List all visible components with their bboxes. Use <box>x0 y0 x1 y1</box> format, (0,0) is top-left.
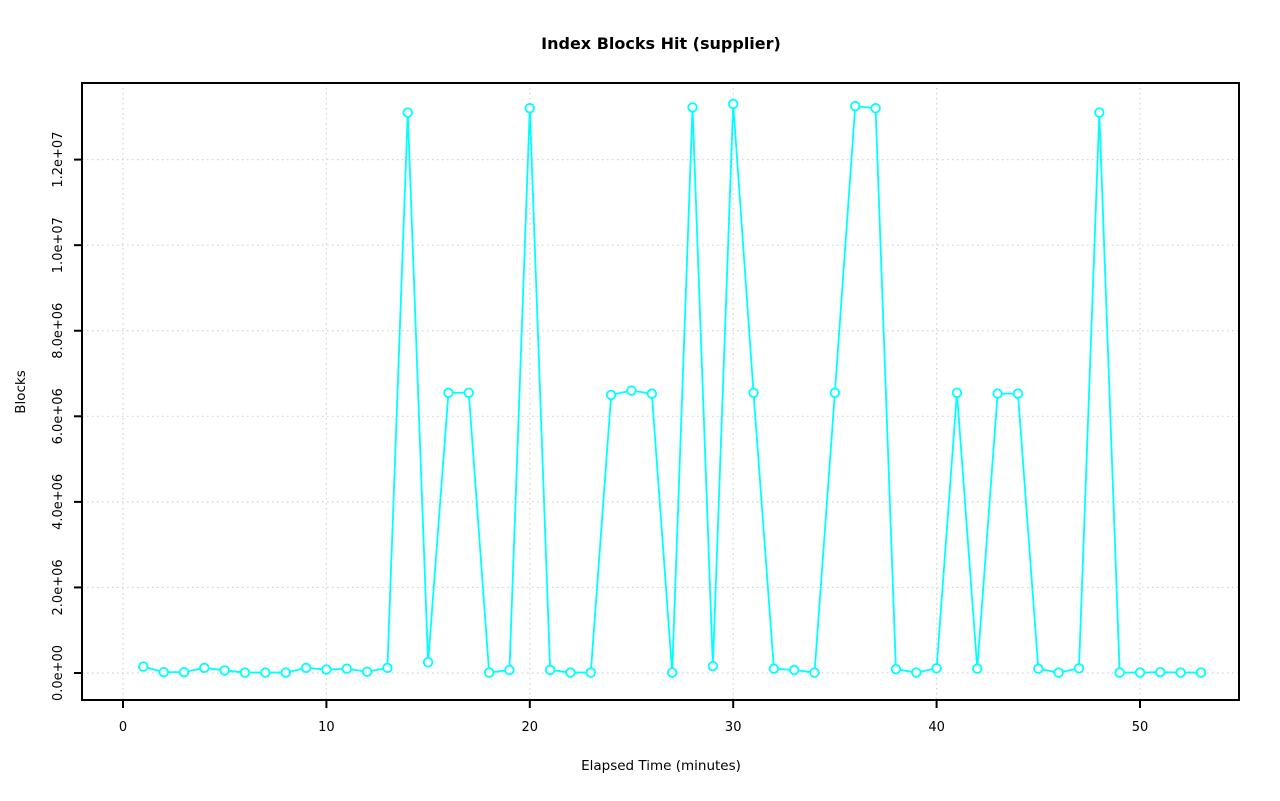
data-point <box>728 98 739 110</box>
data-point <box>483 667 495 678</box>
data-point <box>524 103 536 114</box>
data-point <box>443 387 454 398</box>
data-point <box>199 662 210 674</box>
data-point <box>341 663 352 674</box>
y-tick-label: 2.0e+06 <box>51 559 66 615</box>
data-point <box>972 663 983 674</box>
x-tick-label: 10 <box>318 720 335 735</box>
y-tick-label: 0.0e+00 <box>51 645 66 701</box>
data-point <box>158 666 169 678</box>
chart-title: Index Blocks Hit (supplier) <box>541 34 781 53</box>
axis-tick-labels: 0 10 20 30 40 50 0.0e+00 2.0e+06 4.0e+06 6.0e+06 8… <box>51 132 1148 735</box>
data-point <box>850 100 861 112</box>
data-point <box>687 102 698 113</box>
y-tick-label: 8.0e+06 <box>51 303 66 359</box>
data-point <box>361 666 373 677</box>
data-point <box>1195 667 1207 678</box>
data-point <box>138 661 149 672</box>
data-point <box>931 663 942 674</box>
x-tick-label: 0 <box>119 720 127 735</box>
x-axis-label: Elapsed Time (minutes) <box>581 758 741 774</box>
data-point <box>280 667 291 678</box>
data-point <box>911 667 922 678</box>
data-point <box>789 664 800 676</box>
data-point <box>829 387 841 398</box>
data-point <box>890 663 902 675</box>
y-tick-label: 1.2e+07 <box>51 132 66 188</box>
data-point <box>626 385 637 396</box>
data-point <box>1175 667 1186 678</box>
data-point <box>1073 663 1085 674</box>
y-tick-label: 4.0e+06 <box>51 474 66 530</box>
data-point <box>300 662 312 674</box>
y-tick-label: 6.0e+06 <box>51 388 66 444</box>
data-point <box>544 664 556 676</box>
grid-lines <box>82 83 1239 700</box>
data-point <box>422 657 434 668</box>
data-point <box>707 660 719 672</box>
data-point <box>463 387 474 398</box>
data-point <box>585 667 597 678</box>
data-point <box>1094 107 1105 118</box>
y-tick-label: 1.0e+07 <box>51 217 66 273</box>
axis-ticks <box>74 158 1141 708</box>
x-tick-label: 50 <box>1132 720 1149 735</box>
data-point <box>992 388 1003 399</box>
x-tick-label: 20 <box>522 720 539 735</box>
data-point <box>239 667 251 678</box>
y-axis-label: Blocks <box>13 370 29 414</box>
data-point <box>1134 667 1146 678</box>
data-point <box>402 107 413 118</box>
data-point <box>565 667 576 678</box>
data-point <box>666 667 678 678</box>
data-point <box>260 667 271 678</box>
data-point <box>605 389 617 401</box>
data-point <box>809 667 820 678</box>
data-point <box>1033 663 1044 674</box>
data-point <box>1114 667 1125 678</box>
data-point <box>1155 666 1166 678</box>
data-point <box>951 387 963 398</box>
data-point <box>178 666 190 678</box>
data-point <box>219 665 230 676</box>
data-point <box>321 664 332 675</box>
data-point <box>748 387 759 398</box>
data-point <box>1053 667 1064 678</box>
data-series <box>138 98 1207 678</box>
data-point <box>768 663 780 674</box>
data-point <box>870 103 881 114</box>
x-tick-label: 30 <box>725 720 742 735</box>
plot-border <box>81 82 1240 701</box>
data-point <box>504 664 515 676</box>
x-tick-label: 40 <box>928 720 945 735</box>
data-point <box>1012 388 1024 399</box>
data-point <box>646 388 658 399</box>
data-point <box>382 662 393 674</box>
